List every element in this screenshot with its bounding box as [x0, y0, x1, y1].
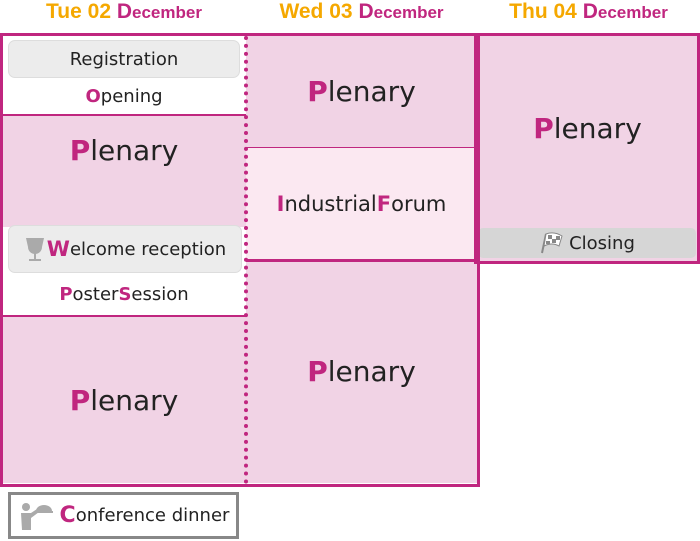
day-header-thu: Thu 04 December [509, 0, 668, 23]
day-separator [475, 36, 479, 261]
checkered-flag-icon [541, 232, 563, 254]
day-separator [244, 36, 248, 484]
registration-block: Registration [8, 40, 240, 78]
divider [246, 259, 480, 262]
thu-plenary: Plenary [477, 35, 698, 261]
wine-glass-icon [25, 238, 44, 261]
divider [2, 114, 246, 116]
tue-plenary-1-tail [2, 215, 246, 227]
divider [246, 147, 477, 148]
thu-frame [474, 33, 700, 264]
tue-plenary-1: Plenary [2, 116, 246, 225]
divider [2, 315, 246, 317]
waiter-icon [20, 502, 53, 530]
closing-block: Closing [478, 228, 696, 258]
day-header-wed: Wed 03 December [279, 0, 444, 23]
day-header-tue: Tue 02 December [46, 0, 202, 23]
